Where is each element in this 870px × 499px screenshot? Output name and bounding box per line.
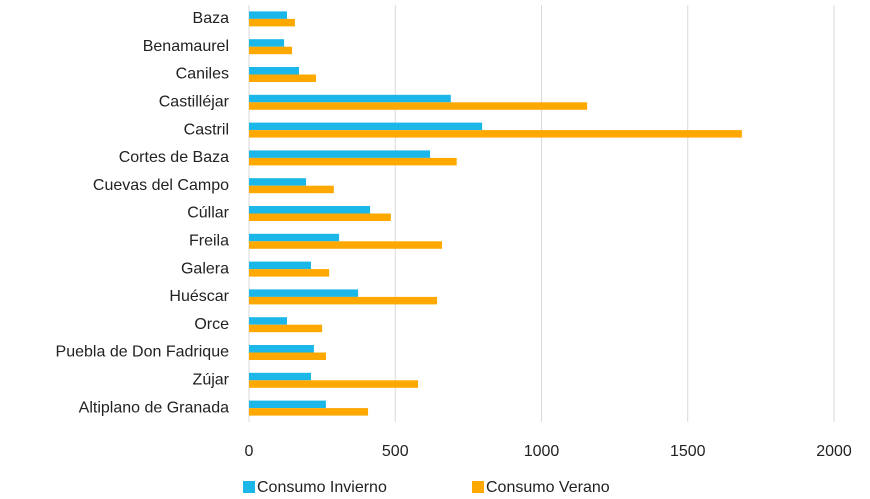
bar (249, 233, 340, 242)
legend-swatch (472, 481, 484, 493)
bar (249, 46, 292, 55)
bar (249, 67, 300, 75)
bar (249, 296, 438, 305)
bar (249, 130, 742, 138)
bar (249, 269, 330, 277)
y-tick-label: Orce (194, 316, 229, 333)
x-tick-label: 2000 (816, 443, 852, 460)
x-tick-label: 500 (382, 443, 409, 460)
bar (249, 372, 312, 381)
bar (249, 185, 334, 194)
bar (249, 241, 443, 249)
y-tick-label: Castril (184, 121, 229, 138)
bar (249, 324, 323, 333)
x-tick-label: 0 (245, 443, 254, 460)
bar (249, 178, 307, 186)
legend-label: Consumo Verano (486, 479, 610, 496)
bar (249, 206, 371, 214)
bar (249, 122, 483, 131)
x-tick-label: 1000 (524, 443, 560, 460)
bar (249, 11, 288, 19)
y-tick-label: Baza (193, 10, 230, 27)
y-tick-label: Galera (181, 260, 229, 277)
bar (249, 157, 457, 166)
bar (249, 352, 326, 360)
legend-swatch (243, 481, 255, 493)
bar (249, 213, 391, 221)
y-tick-label: Altiplano de Granada (79, 399, 229, 416)
y-tick-label: Puebla de Don Fadrique (56, 344, 230, 361)
bar (249, 380, 419, 388)
y-tick-label: Benamaurel (143, 38, 229, 55)
bar (249, 39, 285, 47)
x-tick-label: 1500 (670, 443, 706, 460)
bar (249, 289, 359, 297)
bar (249, 74, 316, 82)
y-tick-label: Zújar (193, 372, 230, 389)
bar (249, 400, 326, 409)
bar (249, 317, 288, 325)
y-tick-label: Cúllar (187, 205, 229, 222)
bar (249, 345, 314, 353)
y-tick-label: Huéscar (169, 288, 229, 305)
bar (249, 18, 295, 27)
y-tick-label: Freila (189, 233, 229, 250)
y-tick-label: Cuevas del Campo (93, 177, 229, 194)
legend-label: Consumo Invierno (257, 479, 387, 496)
y-tick-label: Caniles (176, 66, 229, 83)
bar (249, 261, 312, 270)
bar (249, 408, 369, 416)
bar (249, 102, 588, 110)
y-tick-label: Castilléjar (159, 94, 230, 111)
bar (249, 94, 451, 103)
y-tick-label: Cortes de Baza (119, 149, 229, 166)
bar (249, 150, 431, 158)
